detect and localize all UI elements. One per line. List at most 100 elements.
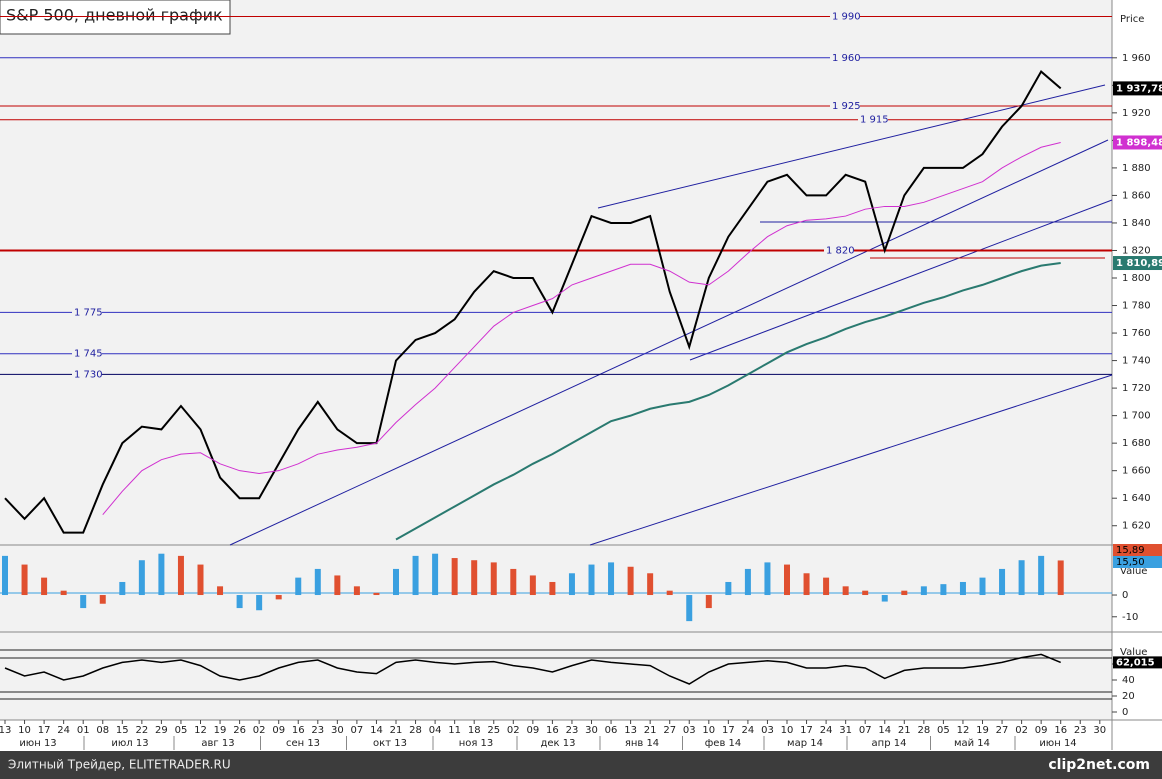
level-label: 1 775 bbox=[74, 307, 103, 318]
x-tick-label: 17 bbox=[722, 725, 735, 736]
month-label: сен 13 bbox=[286, 738, 320, 749]
x-tick-label: 17 bbox=[38, 725, 51, 736]
rsi-axis-label: Value bbox=[1120, 647, 1147, 658]
x-tick-label: 11 bbox=[448, 725, 461, 736]
x-tick-label: 21 bbox=[898, 725, 911, 736]
x-tick-label: 01 bbox=[77, 725, 90, 736]
trend-line bbox=[689, 199, 1113, 361]
trend-line bbox=[589, 374, 1113, 546]
x-tick-label: 12 bbox=[957, 725, 970, 736]
x-tick-label: 23 bbox=[1074, 725, 1087, 736]
x-tick-label: 10 bbox=[781, 725, 794, 736]
macd-bar bbox=[686, 595, 693, 622]
trend-line bbox=[229, 139, 1109, 546]
macd-bar bbox=[295, 577, 302, 596]
macd-bar bbox=[119, 581, 126, 596]
level-label-bg bbox=[72, 346, 102, 360]
x-tick-label: 28 bbox=[409, 725, 422, 736]
macd-bar bbox=[920, 586, 927, 596]
last-label-bg bbox=[1113, 135, 1162, 150]
x-tick-label: 03 bbox=[761, 725, 774, 736]
rsi-line bbox=[4, 653, 1061, 685]
last-label: 62,015 bbox=[1116, 657, 1155, 668]
x-tick-label: 16 bbox=[292, 725, 305, 736]
macd-bar bbox=[158, 553, 165, 596]
y-tick-label: 40 bbox=[1122, 675, 1135, 686]
x-tick-label: 24 bbox=[57, 725, 70, 736]
macd-bar bbox=[1057, 560, 1064, 596]
y-tick-label: 1 800 bbox=[1122, 273, 1151, 284]
month-label: фев 14 bbox=[705, 738, 742, 749]
macd-axis-label: Value bbox=[1120, 566, 1147, 577]
macd-bar bbox=[432, 553, 439, 596]
macd-bar bbox=[217, 586, 224, 596]
macd-bar bbox=[588, 564, 595, 596]
x-tick-label: 22 bbox=[135, 725, 148, 736]
level-label-bg bbox=[830, 98, 860, 112]
macd-bar bbox=[999, 568, 1006, 596]
x-tick-label: 12 bbox=[194, 725, 207, 736]
last-label-bg bbox=[1113, 81, 1162, 96]
x-tick-label: 02 bbox=[507, 725, 520, 736]
x-tick-label: 21 bbox=[390, 725, 403, 736]
y-tick-label: 1 780 bbox=[1122, 301, 1151, 312]
y-tick-label: 1 920 bbox=[1122, 108, 1151, 119]
x-tick-label: 08 bbox=[96, 725, 109, 736]
axis-background bbox=[1112, 0, 1162, 720]
y-tick-label: 1 860 bbox=[1122, 190, 1151, 201]
macd-bar bbox=[80, 595, 87, 609]
y-tick-label: 1 720 bbox=[1122, 383, 1151, 394]
trend-lines bbox=[229, 84, 1113, 546]
x-tick-label: 09 bbox=[1035, 725, 1048, 736]
last-label: 1 898,48 bbox=[1116, 137, 1162, 148]
series-line bbox=[4, 70, 1062, 534]
macd-bar bbox=[725, 581, 732, 596]
macd-bar bbox=[490, 562, 497, 596]
last-label: 1 810,89 bbox=[1116, 258, 1162, 269]
last-label: 15,89 bbox=[1116, 545, 1145, 556]
level-label: 1 820 bbox=[826, 245, 855, 256]
last-label: 1 937,78 bbox=[1116, 83, 1162, 94]
x-tick-label: 19 bbox=[976, 725, 989, 736]
level-label-bg bbox=[72, 367, 102, 381]
rsi-guides bbox=[0, 649, 1112, 700]
month-label: июн 14 bbox=[1039, 738, 1076, 749]
month-label: май 14 bbox=[954, 738, 990, 749]
x-tick-label: 10 bbox=[18, 725, 31, 736]
x-tick-label: 14 bbox=[878, 725, 891, 736]
x-tick-label: 18 bbox=[468, 725, 481, 736]
footer-bar bbox=[0, 751, 1162, 779]
month-label: дек 13 bbox=[540, 738, 575, 749]
macd-bar bbox=[549, 581, 556, 596]
macd-bar bbox=[314, 568, 321, 596]
y-tick-label: 0 bbox=[1122, 590, 1128, 601]
macd-bar bbox=[647, 573, 654, 596]
x-tick-label: 03 bbox=[683, 725, 696, 736]
level-label-bg bbox=[824, 243, 854, 257]
level-label-bg bbox=[830, 9, 860, 23]
x-tick-label: 02 bbox=[253, 725, 266, 736]
x-tick-label: 10 bbox=[702, 725, 715, 736]
x-tick-label: 19 bbox=[214, 725, 227, 736]
x-tick-label: 05 bbox=[175, 725, 188, 736]
macd-bar bbox=[451, 558, 458, 596]
x-tick-label: 28 bbox=[917, 725, 930, 736]
macd-bar bbox=[862, 590, 869, 596]
y-tick-label: 1 680 bbox=[1122, 438, 1151, 449]
macd-bar bbox=[177, 555, 184, 596]
macd-bar bbox=[41, 577, 48, 596]
month-label: мар 14 bbox=[787, 738, 823, 749]
macd-bar bbox=[1018, 560, 1025, 596]
x-tick-label: 02 bbox=[1015, 725, 1028, 736]
last-label-bg bbox=[1113, 256, 1162, 271]
y-tick-label: 0 bbox=[1122, 707, 1128, 718]
macd-bar bbox=[471, 560, 478, 596]
macd-bar bbox=[60, 590, 67, 596]
level-label: 1 960 bbox=[832, 53, 861, 64]
macd-bar bbox=[803, 573, 810, 596]
macd-bar bbox=[412, 555, 419, 596]
macd-bar bbox=[842, 586, 849, 596]
macd-bar bbox=[627, 566, 634, 596]
x-tick-label: 07 bbox=[351, 725, 364, 736]
x-tick-label: 29 bbox=[155, 725, 168, 736]
